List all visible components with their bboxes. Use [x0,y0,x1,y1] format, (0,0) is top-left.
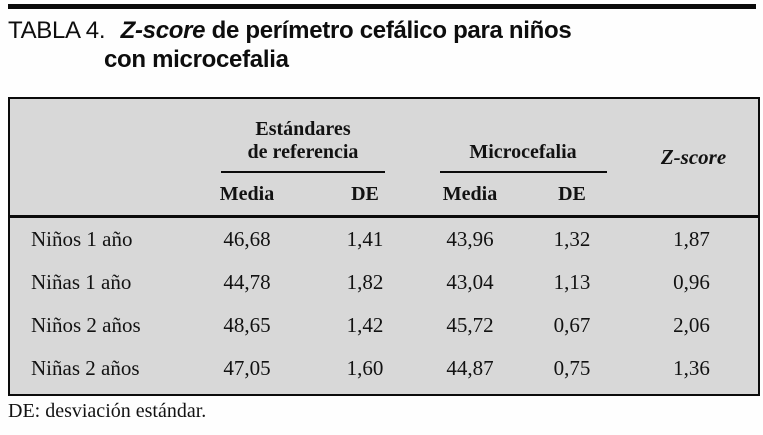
table-cell: 1,32 [553,227,591,251]
table-cell: 47,05 [223,356,271,380]
table-cell: 44,87 [446,356,494,380]
table-cell: 44,78 [223,270,271,294]
table-cell: 1,42 [346,313,384,337]
table-cell: 2,06 [673,313,710,337]
table-cell: 43,96 [446,227,494,251]
table-cell: 0,75 [553,356,591,380]
subheader-media-ref: Media [219,182,275,205]
table-cell: 46,68 [223,227,271,251]
zscore-column-header: Z-score [660,144,727,169]
group-header-referencia-line1: Estándares [255,118,351,140]
table-title-line2: con microcefalia [104,46,289,73]
row-label: Niños 2 años [31,313,141,337]
row-label: Niñas 2 años [31,356,140,380]
group-header-microcefalia-label: Microcefalia [469,141,577,163]
table-cell: 43,04 [446,270,494,294]
referencia-underline [221,171,385,173]
table-cell: 0,67 [553,313,591,337]
table-body: Niños 1 año 46,68 1,41 43,96 1,32 1,87 N… [10,218,758,390]
table-cell: 1,13 [553,270,591,294]
table-row: Niñas 2 años 47,05 1,60 44,87 0,75 1,36 [10,347,758,390]
row-label: Niños 1 año [31,227,133,251]
subheader-de-ref: DE [351,182,379,205]
data-table: Estándares de referencia Microcefalia Me… [8,97,760,396]
table-header: Estándares de referencia Microcefalia Me… [10,99,758,218]
table-cell: 45,72 [446,313,494,337]
top-divider-rule [8,4,756,9]
subheader-de-micro: DE [558,182,586,205]
group-header-referencia: Estándares de referencia [185,99,421,173]
row-label: Niñas 1 año [31,270,132,294]
group-header-spacer [10,99,185,173]
table-cell: 0,96 [673,270,710,294]
table-cell: 1,36 [673,356,710,380]
table-row: Niños 1 año 46,68 1,41 43,96 1,32 1,87 [10,218,758,261]
subheader-row: Media DE Media DE [10,173,758,215]
group-header-referencia-line2: de referencia [247,141,359,163]
table-cell: 48,65 [223,313,271,337]
table-cell: 1,41 [346,227,384,251]
table-title: TABLA 4. Z-score de perímetro cefálico p… [8,16,748,74]
group-header-row: Estándares de referencia Microcefalia [10,99,758,173]
microcefalia-underline [439,171,607,173]
table-number-label: TABLA 4. [8,17,106,44]
table-cell: 1,82 [346,270,384,294]
table-footnote: DE: desviación estándar. [8,400,207,422]
title-zscore-text: Z-score [120,17,206,44]
table-cell: 1,60 [346,356,384,380]
table-title-line1: TABLA 4. Z-score de perímetro cefálico p… [8,16,748,45]
title-rest-text: de perímetro cefálico para niños [211,17,572,44]
table-row: Niñas 1 año 44,78 1,82 43,04 1,13 0,96 [10,261,758,304]
group-header-microcefalia: Microcefalia [421,99,625,173]
subheader-media-micro: Media [442,182,498,205]
table-row: Niños 2 años 48,65 1,42 45,72 0,67 2,06 [10,304,758,347]
table-cell: 1,87 [673,227,710,251]
